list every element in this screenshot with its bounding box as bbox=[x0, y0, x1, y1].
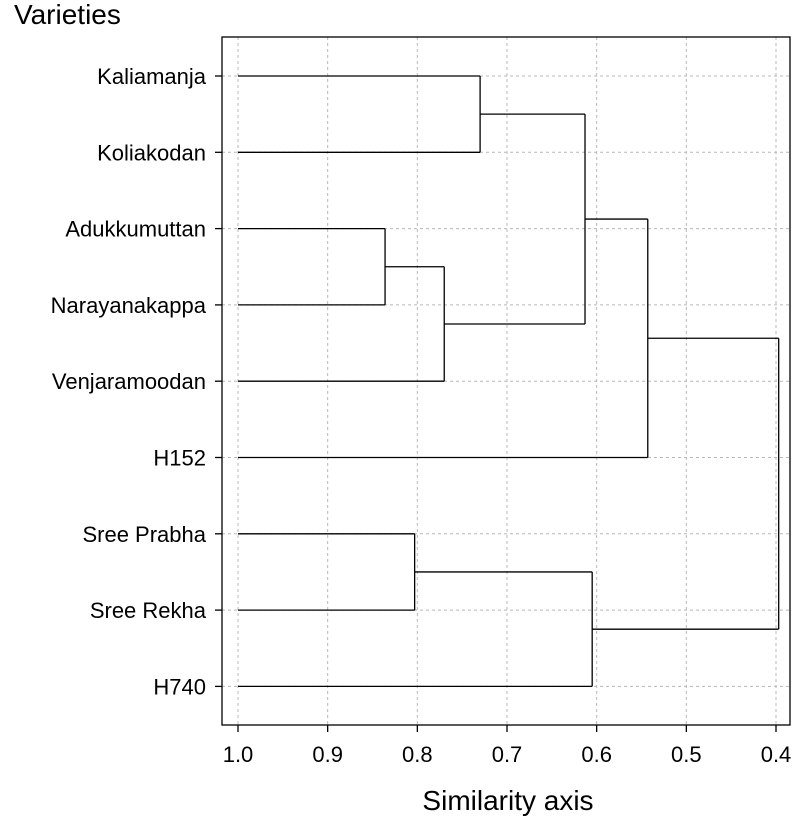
leaf-label: Kaliamanja bbox=[97, 64, 207, 89]
leaf-label: Sree Rekha bbox=[90, 598, 207, 623]
x-tick-label: 0.5 bbox=[671, 742, 702, 767]
leaf-label: Venjaramoodan bbox=[52, 369, 206, 394]
x-tick-label: 0.6 bbox=[581, 742, 612, 767]
x-axis-title: Similarity axis bbox=[422, 785, 593, 816]
x-tick-label: 0.4 bbox=[761, 742, 792, 767]
leaf-label: Koliakodan bbox=[97, 140, 206, 165]
leaf-label: Sree Prabha bbox=[82, 522, 206, 547]
leaf-label: Adukkumuttan bbox=[65, 217, 206, 242]
leaf-labels: Kaliamanja Koliakodan Adukkumuttan Narayana… bbox=[51, 64, 207, 699]
chart-title: Varieties bbox=[14, 0, 121, 30]
x-tick-label: 0.8 bbox=[402, 742, 433, 767]
x-axis-ticks: 1.0 0.9 0.8 0.7 0.6 0.5 0.4 bbox=[215, 75, 792, 767]
leaf-label: H152 bbox=[153, 446, 206, 471]
leaf-label: Narayanakappa bbox=[51, 293, 207, 318]
x-tick-label: 1.0 bbox=[223, 742, 254, 767]
x-tick-label: 0.9 bbox=[312, 742, 343, 767]
leaf-label: H740 bbox=[153, 674, 206, 699]
x-tick-label: 0.7 bbox=[492, 742, 523, 767]
dendrogram-branches bbox=[238, 75, 780, 688]
